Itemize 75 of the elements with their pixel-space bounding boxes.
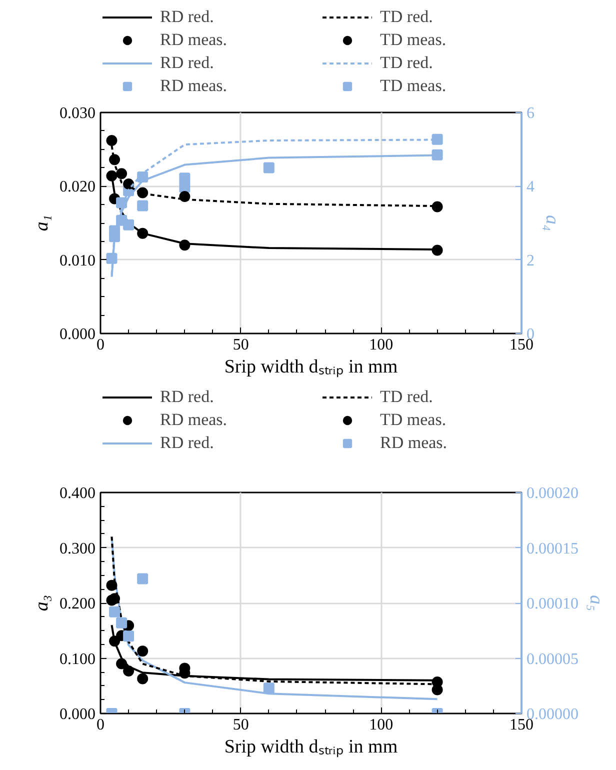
y2-tick-label: 4 [526, 178, 534, 196]
x-axis-title: Srip width dₛₜᵣᵢₚ in mm [224, 356, 398, 378]
y2-tick-label: 2 [526, 252, 534, 270]
point [137, 646, 148, 657]
legend-label: RD meas. [160, 30, 228, 50]
point [137, 228, 148, 239]
point [137, 573, 148, 584]
point [263, 162, 274, 174]
y2-tick-label: 0.00015 [526, 540, 578, 558]
y2-tick-label: 0.00005 [526, 650, 578, 668]
x-tick-label: 50 [232, 336, 249, 354]
x-tick-label: 0 [96, 716, 104, 734]
legend-label: RD red. [160, 7, 215, 27]
point [137, 673, 148, 684]
point [109, 636, 120, 647]
legend-label: TD meas. [380, 76, 448, 96]
y-tick-label: 0.020 [60, 178, 96, 196]
point [106, 135, 118, 146]
point [106, 252, 118, 264]
legend-label: TD meas. [380, 30, 448, 50]
legend-label: RD red. [160, 387, 215, 407]
point [123, 219, 134, 230]
point [116, 617, 128, 628]
y2-tick-label: 6 [526, 105, 534, 122]
point [123, 630, 134, 642]
x-tick-label: 100 [369, 336, 394, 354]
point [179, 190, 190, 202]
y-axis-title: a₁ [32, 214, 52, 232]
point [123, 178, 134, 190]
point [432, 134, 443, 145]
y2-axis-title: a₄ [542, 214, 562, 232]
y2-tick-label: 0.00020 [526, 485, 578, 502]
point [116, 658, 128, 670]
x-tick-label: 50 [232, 716, 249, 734]
y-tick-label: 0.200 [60, 596, 96, 612]
legend-label: TD meas. [380, 410, 448, 430]
y-tick-label: 0.000 [60, 706, 96, 723]
legend-label: TD red. [380, 7, 434, 27]
point [109, 231, 120, 242]
point [137, 171, 148, 182]
y2-axis-title: a₅ [586, 594, 606, 612]
point [116, 197, 128, 208]
y-tick-label: 0.400 [60, 485, 96, 502]
point [137, 200, 148, 212]
legend-label: RD meas. [160, 76, 228, 96]
legend-label: TD red. [380, 53, 434, 73]
point [179, 172, 190, 184]
point [432, 244, 443, 256]
y-tick-label: 0.030 [60, 105, 96, 122]
point [179, 240, 190, 251]
y-tick-label: 0.300 [60, 540, 96, 558]
point [109, 606, 120, 618]
point [109, 154, 120, 166]
point [432, 149, 443, 160]
y-tick-label: 0.100 [60, 650, 96, 668]
legend-label: RD red. [160, 433, 215, 453]
x-tick-label: 0 [96, 336, 104, 354]
legend-label: RD meas. [160, 410, 228, 430]
point [106, 580, 118, 591]
point [432, 684, 443, 696]
x-axis-title: Srip width dₛₜᵣᵢₚ in mm [224, 736, 398, 758]
point [123, 665, 134, 676]
point [109, 593, 120, 604]
y-tick-label: 0.000 [60, 326, 96, 343]
y-tick-label: 0.010 [60, 252, 96, 270]
point [116, 168, 128, 180]
point [137, 187, 148, 198]
legend-label: TD red. [380, 387, 434, 407]
point [106, 170, 118, 182]
legend-label: RD meas. [380, 433, 448, 453]
x-tick-label: 100 [369, 716, 394, 734]
y2-tick-label: 0.00010 [526, 596, 578, 612]
y-axis-title: a₃ [32, 594, 52, 612]
point [432, 201, 443, 212]
legend-label: RD red. [160, 53, 215, 73]
